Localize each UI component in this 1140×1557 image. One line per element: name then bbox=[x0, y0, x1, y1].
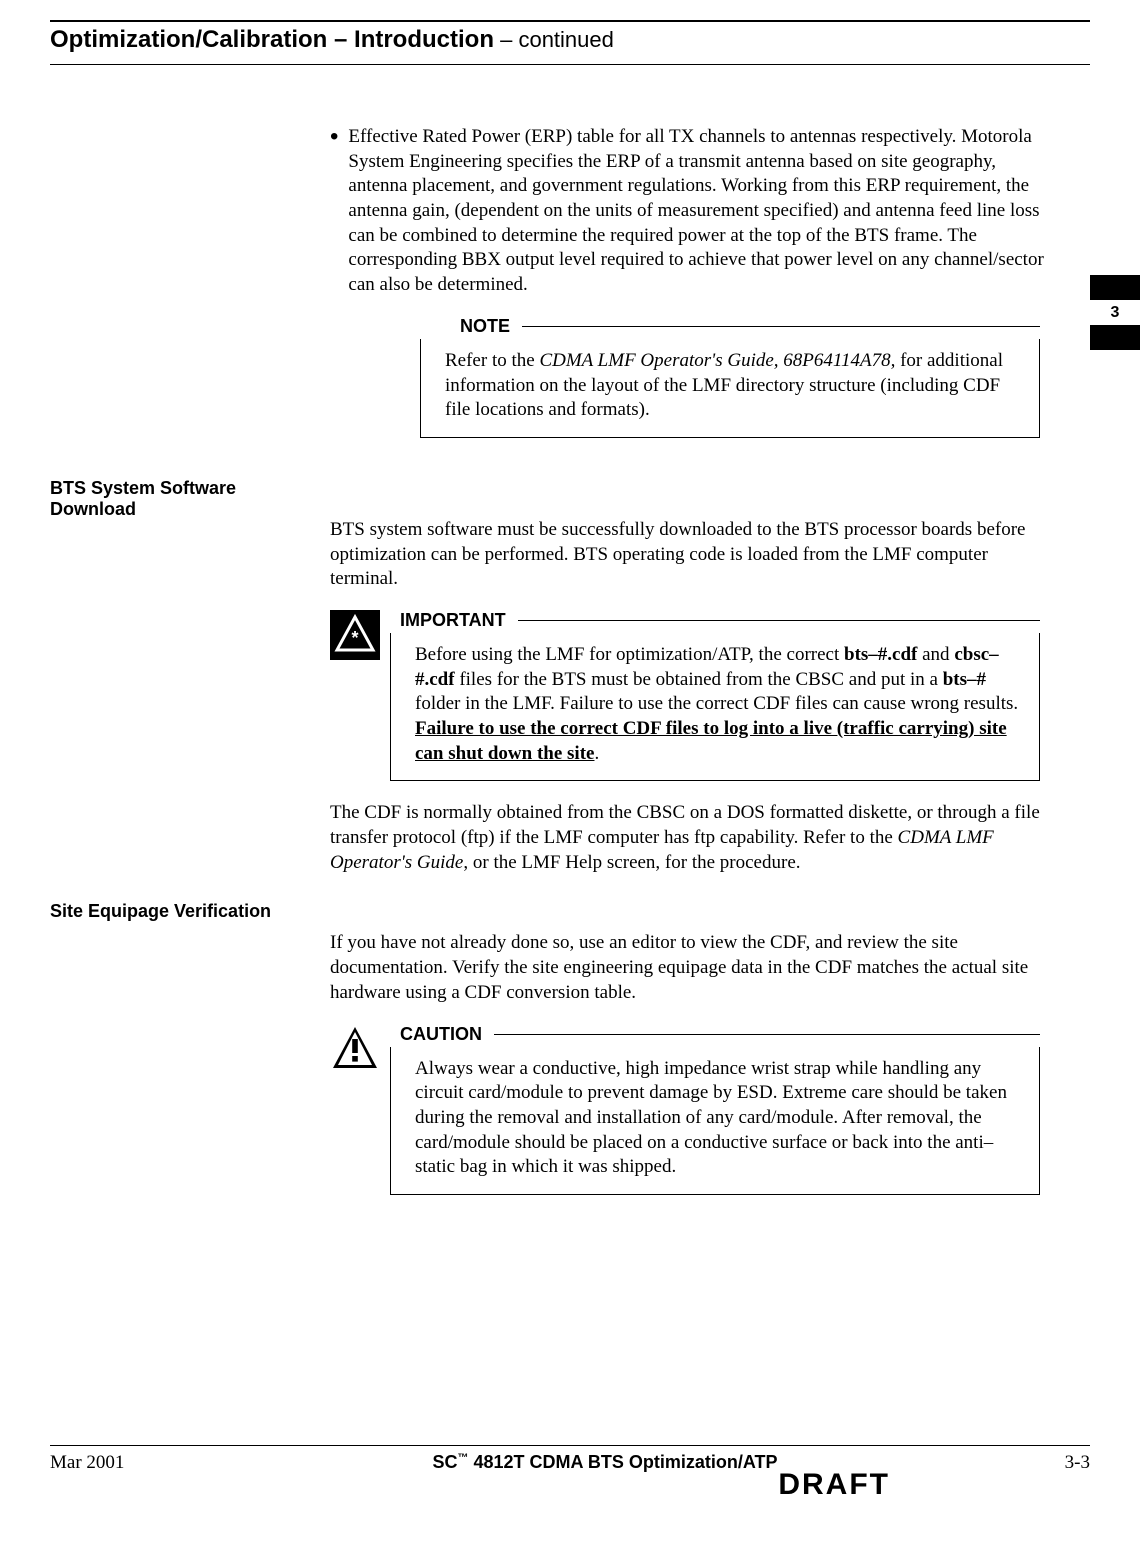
caution-block: CAUTION Always wear a conductive, high i… bbox=[330, 1024, 1050, 1195]
note-body: Refer to the CDMA LMF Operator's Guide, … bbox=[420, 339, 1040, 438]
note-italic: CDMA LMF Operator's Guide, 68P64114A78, bbox=[539, 350, 895, 371]
section-heading-bts: BTS System Software Download bbox=[50, 478, 320, 521]
important-body: Before using the LMF for optimization/AT… bbox=[390, 633, 1040, 781]
important-label: IMPORTANT bbox=[390, 610, 518, 631]
footer-date: Mar 2001 bbox=[50, 1452, 200, 1474]
important-block: * IMPORTANT Before using the LMF for opt… bbox=[330, 610, 1050, 781]
bts-para-1: BTS system software must be successfully… bbox=[330, 518, 1050, 592]
page-footer: Mar 2001 SC™ 4812T CDMA BTS Optimization… bbox=[50, 1446, 1090, 1474]
caution-icon bbox=[330, 1024, 380, 1074]
cdf-para: The CDF is normally obtained from the CB… bbox=[330, 801, 1050, 875]
caution-label: CAUTION bbox=[390, 1024, 494, 1045]
note-block: NOTE Refer to the CDMA LMF Operator's Gu… bbox=[380, 316, 1050, 438]
header-title-main: Optimization/Calibration – Introduction bbox=[50, 26, 494, 53]
page-header: Optimization/Calibration – Introduction … bbox=[50, 26, 1090, 65]
section-heading-site: Site Equipage Verification bbox=[50, 901, 320, 923]
note-pre: Refer to the bbox=[445, 350, 539, 371]
header-title-continued: – continued bbox=[494, 27, 614, 52]
draft-watermark: DRAFT bbox=[50, 1468, 1090, 1502]
chapter-tab: 3 bbox=[1090, 275, 1140, 350]
footer-page-num: 3-3 bbox=[1010, 1452, 1090, 1474]
note-label: NOTE bbox=[380, 316, 522, 337]
svg-text:*: * bbox=[351, 628, 358, 648]
caution-body: Always wear a conductive, high impedance… bbox=[390, 1047, 1040, 1195]
bullet-item: • Effective Rated Power (ERP) table for … bbox=[330, 125, 1050, 298]
site-para-1: If you have not already done so, use an … bbox=[330, 931, 1050, 1005]
bullet-text: Effective Rated Power (ERP) table for al… bbox=[348, 125, 1050, 298]
bullet-icon: • bbox=[330, 125, 348, 298]
important-icon: * bbox=[330, 610, 380, 660]
chapter-number: 3 bbox=[1090, 300, 1140, 325]
